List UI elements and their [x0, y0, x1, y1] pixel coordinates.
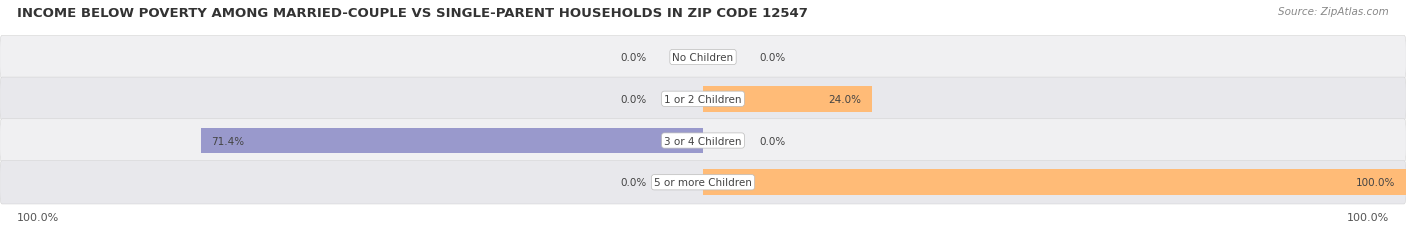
FancyBboxPatch shape	[0, 161, 1406, 204]
Bar	[201, 128, 703, 154]
Bar	[703, 86, 872, 112]
Text: 71.4%: 71.4%	[211, 136, 245, 146]
Text: 1 or 2 Children: 1 or 2 Children	[664, 94, 742, 104]
Text: 0.0%: 0.0%	[759, 53, 786, 63]
Text: INCOME BELOW POVERTY AMONG MARRIED-COUPLE VS SINGLE-PARENT HOUSEHOLDS IN ZIP COD: INCOME BELOW POVERTY AMONG MARRIED-COUPL…	[17, 7, 807, 20]
Text: No Children: No Children	[672, 53, 734, 63]
Text: 100.0%: 100.0%	[17, 212, 59, 222]
Bar	[703, 170, 1406, 195]
Text: 0.0%: 0.0%	[620, 53, 647, 63]
FancyBboxPatch shape	[0, 119, 1406, 163]
Text: 3 or 4 Children: 3 or 4 Children	[664, 136, 742, 146]
Text: 0.0%: 0.0%	[620, 94, 647, 104]
Text: 0.0%: 0.0%	[759, 136, 786, 146]
FancyBboxPatch shape	[0, 36, 1406, 79]
FancyBboxPatch shape	[0, 78, 1406, 121]
Text: 100.0%: 100.0%	[1347, 212, 1389, 222]
Text: 5 or more Children: 5 or more Children	[654, 177, 752, 188]
Text: 24.0%: 24.0%	[828, 94, 860, 104]
Text: 0.0%: 0.0%	[620, 177, 647, 188]
Text: 100.0%: 100.0%	[1355, 177, 1395, 188]
Text: Source: ZipAtlas.com: Source: ZipAtlas.com	[1278, 7, 1389, 17]
